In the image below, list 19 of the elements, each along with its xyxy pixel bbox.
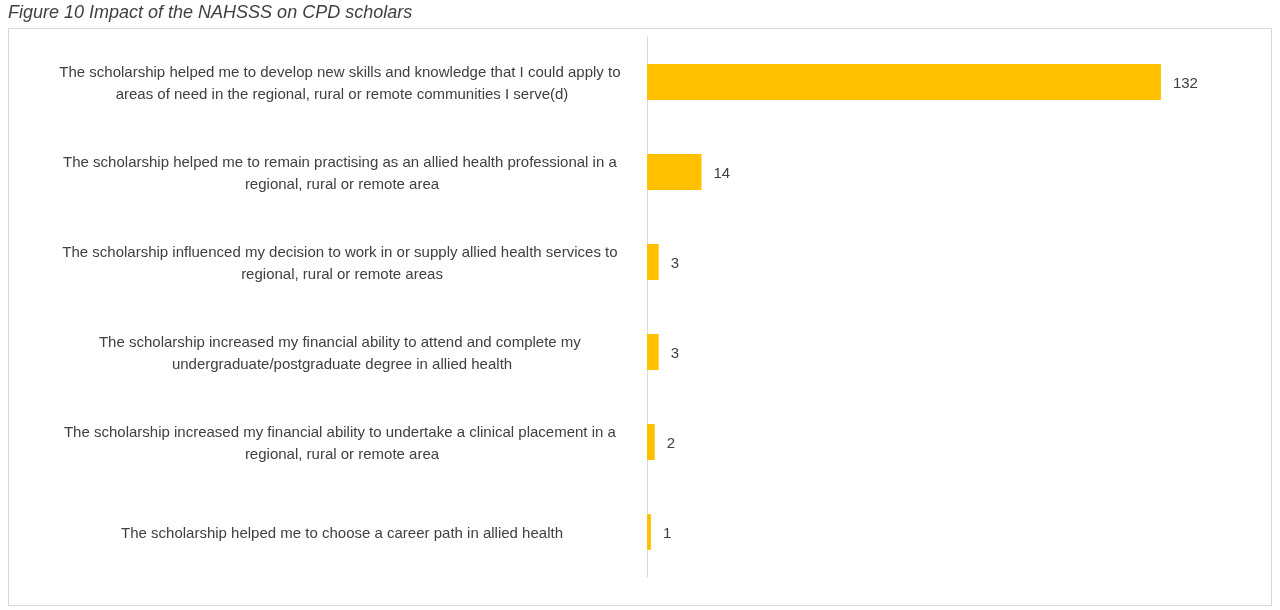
y-tick-label: The scholarship increased my financial ability to attend and complete my undergraduate/postgraduate degree in allied health xyxy=(98,332,586,372)
text: Figure 10 Impact of the NAHSSS on CPD scholars xyxy=(8,2,413,23)
data-label: 132 xyxy=(1172,73,1198,91)
y-tick-label: The scholarship influenced my decision to work in or supply allied health services to regional, rural or remote areas xyxy=(62,242,622,282)
y-tick-label: The scholarship helped me to choose a career path in allied health xyxy=(121,523,563,541)
bar xyxy=(647,64,1161,100)
bar xyxy=(647,514,651,550)
bar xyxy=(647,334,659,370)
data-label: 2 xyxy=(666,433,676,451)
data-label: 3 xyxy=(670,343,680,361)
bar xyxy=(647,424,655,460)
y-tick-label: The scholarship helped me to develop new skills and knowledge that I could apply to areas of need in the regional, rural or remote communities I serve(d) xyxy=(59,62,625,102)
y-tick-label: The scholarship helped me to remain practising as an allied health professional in a regional, rural or remote area xyxy=(63,152,621,192)
data-label: 3 xyxy=(670,253,680,271)
bar xyxy=(647,244,659,280)
data-label: 14 xyxy=(713,163,731,181)
data-label: 1 xyxy=(662,523,672,541)
y-tick-label: The scholarship increased my financial ability to undertake a clinical placement in a regional, rural or remote area xyxy=(63,422,621,462)
bar xyxy=(647,154,702,190)
